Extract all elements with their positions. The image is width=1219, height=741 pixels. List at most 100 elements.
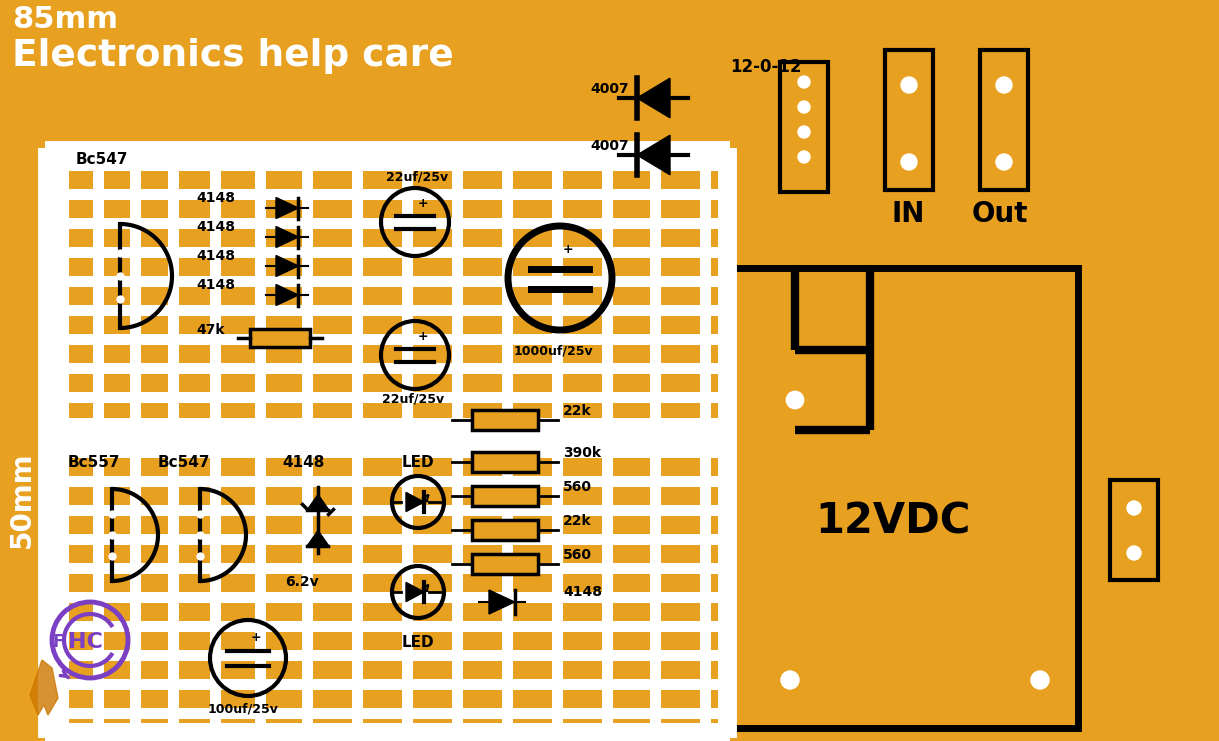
Bar bbox=[302, 447, 313, 735]
Text: 22k: 22k bbox=[563, 404, 591, 418]
Bar bbox=[452, 447, 463, 735]
Text: HC: HC bbox=[67, 632, 102, 652]
Circle shape bbox=[798, 76, 809, 88]
Circle shape bbox=[798, 126, 809, 138]
Polygon shape bbox=[406, 493, 424, 511]
Bar bbox=[718, 148, 736, 268]
Text: 4007: 4007 bbox=[590, 82, 629, 96]
Circle shape bbox=[996, 77, 1012, 93]
Bar bbox=[255, 160, 266, 428]
Bar bbox=[472, 520, 538, 540]
Bar bbox=[650, 447, 661, 735]
Text: 85mm: 85mm bbox=[12, 5, 118, 34]
Bar bbox=[552, 447, 563, 735]
Bar bbox=[650, 160, 661, 428]
Polygon shape bbox=[275, 198, 299, 219]
Bar bbox=[472, 410, 538, 430]
Text: LED: LED bbox=[402, 635, 435, 650]
Polygon shape bbox=[307, 494, 328, 510]
Bar bbox=[59, 505, 718, 516]
Bar bbox=[718, 435, 736, 535]
Bar bbox=[255, 447, 266, 735]
Bar bbox=[552, 160, 563, 428]
Bar bbox=[1111, 480, 1158, 580]
Polygon shape bbox=[489, 590, 514, 614]
Bar bbox=[210, 447, 221, 735]
Bar bbox=[718, 447, 729, 735]
Bar bbox=[59, 650, 718, 661]
Bar bbox=[59, 276, 718, 287]
Bar bbox=[59, 218, 718, 229]
Circle shape bbox=[781, 671, 798, 689]
Circle shape bbox=[1031, 671, 1050, 689]
Bar bbox=[59, 447, 718, 458]
Bar bbox=[59, 679, 718, 690]
Text: 4007: 4007 bbox=[590, 139, 629, 153]
Text: 4148: 4148 bbox=[196, 220, 235, 234]
Bar bbox=[700, 447, 711, 735]
Bar bbox=[168, 447, 179, 735]
Bar bbox=[93, 160, 104, 428]
Circle shape bbox=[787, 392, 803, 408]
Bar bbox=[59, 247, 718, 258]
Circle shape bbox=[996, 154, 1012, 170]
Bar bbox=[402, 447, 413, 735]
Text: 1000uf/25v: 1000uf/25v bbox=[514, 345, 594, 358]
Bar bbox=[210, 160, 221, 428]
Bar bbox=[502, 160, 513, 428]
Bar bbox=[780, 62, 828, 192]
Text: 560: 560 bbox=[563, 480, 592, 494]
Bar bbox=[59, 363, 718, 374]
Bar bbox=[59, 563, 718, 574]
Polygon shape bbox=[30, 660, 59, 715]
Circle shape bbox=[1128, 546, 1141, 560]
Text: 22uf/25v: 22uf/25v bbox=[382, 393, 444, 406]
Bar bbox=[602, 447, 613, 735]
Text: Out: Out bbox=[972, 200, 1029, 228]
Text: Bc557: Bc557 bbox=[68, 455, 121, 470]
Bar bbox=[59, 708, 718, 719]
Text: 4148: 4148 bbox=[282, 455, 324, 470]
Bar bbox=[250, 329, 310, 347]
Bar bbox=[885, 50, 933, 190]
Text: 4148: 4148 bbox=[563, 585, 602, 599]
Text: 4148: 4148 bbox=[196, 249, 235, 263]
Text: 4148: 4148 bbox=[196, 278, 235, 292]
Bar bbox=[59, 621, 718, 632]
Bar bbox=[602, 160, 613, 428]
Circle shape bbox=[901, 154, 917, 170]
Bar bbox=[59, 735, 718, 741]
Bar bbox=[45, 435, 730, 735]
Bar bbox=[302, 160, 313, 428]
Text: +: + bbox=[563, 243, 574, 256]
Bar bbox=[402, 160, 413, 428]
Bar bbox=[59, 189, 718, 200]
Bar bbox=[59, 392, 718, 403]
Text: 22k: 22k bbox=[563, 514, 591, 528]
Text: 22uf/25v: 22uf/25v bbox=[386, 170, 449, 183]
Bar bbox=[728, 268, 1078, 728]
Bar bbox=[59, 334, 718, 345]
Text: F: F bbox=[52, 633, 63, 651]
Bar bbox=[59, 447, 69, 735]
Bar bbox=[472, 554, 538, 574]
Bar bbox=[168, 160, 179, 428]
Polygon shape bbox=[275, 256, 299, 276]
Bar bbox=[718, 160, 729, 428]
Bar bbox=[59, 534, 718, 545]
Text: Bc547: Bc547 bbox=[76, 152, 128, 167]
Bar bbox=[59, 447, 718, 723]
Bar bbox=[352, 160, 363, 428]
Bar bbox=[700, 160, 711, 428]
Text: 12VDC: 12VDC bbox=[816, 500, 970, 542]
Text: Electronics help care: Electronics help care bbox=[12, 38, 453, 74]
Polygon shape bbox=[638, 135, 670, 175]
Text: 50mm: 50mm bbox=[9, 452, 37, 548]
Bar bbox=[59, 592, 718, 603]
Polygon shape bbox=[307, 531, 328, 545]
Text: +: + bbox=[418, 197, 429, 210]
Bar bbox=[45, 148, 730, 438]
Text: +: + bbox=[418, 330, 429, 343]
Polygon shape bbox=[638, 79, 670, 118]
Text: LED: LED bbox=[402, 455, 435, 470]
